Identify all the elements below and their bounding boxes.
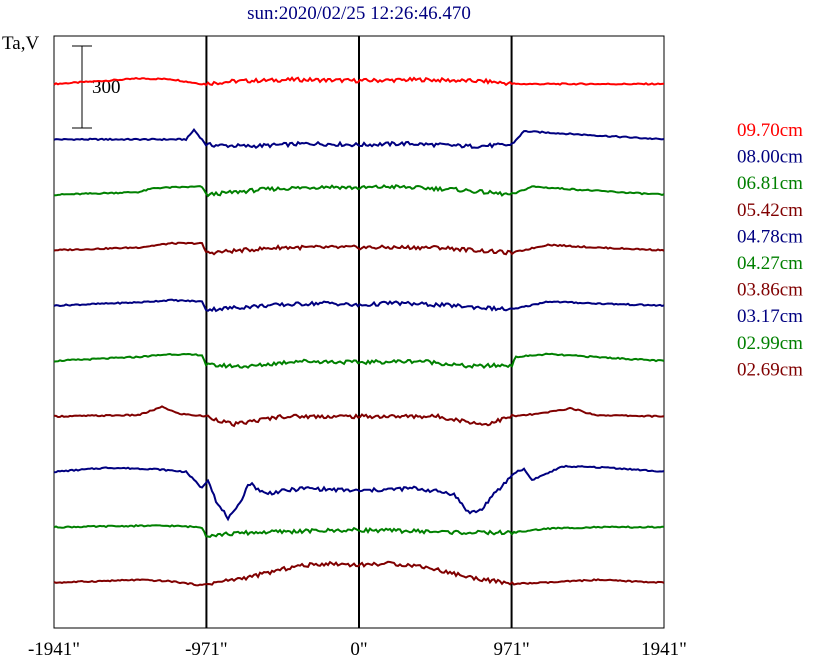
vertical-reference-lines [205, 36, 513, 628]
legend-item: 05.42cm [737, 200, 803, 221]
series-line-03-86cm [53, 405, 665, 428]
series-line-04-78cm [53, 298, 665, 313]
x-tick-label: 1941" [641, 639, 687, 660]
legend-item: 02.99cm [737, 333, 803, 354]
series-line-06-81cm [53, 184, 665, 198]
legend-item: 04.27cm [737, 253, 803, 274]
legend-item: 03.86cm [737, 280, 803, 301]
series-line-09-70cm [53, 76, 665, 87]
x-tick-label: -971" [185, 639, 228, 660]
series-line-05-42cm [53, 241, 665, 256]
x-tick-label: -1941" [28, 639, 80, 660]
y-axis-label: Ta,V [2, 33, 39, 54]
x-tick-label: 971" [493, 639, 529, 660]
legend-item: 06.81cm [737, 173, 803, 194]
legend-item: 03.17cm [737, 306, 803, 327]
x-tick-label: 0" [350, 639, 367, 660]
series-line-03-17cm [53, 464, 665, 522]
legend-item: 09.70cm [737, 120, 803, 141]
x-tick-labels: -1941" -971" 0" 971" 1941" [28, 639, 687, 660]
series-lines [53, 76, 665, 587]
series-line-02-99cm [53, 524, 665, 538]
legend-item: 08.00cm [737, 147, 803, 168]
series-line-02-69cm [53, 560, 665, 587]
scale-bar-label: 300 [92, 77, 121, 98]
scale-bar: 300 [72, 45, 121, 129]
chart-title: sun:2020/02/25 12:26:46.470 [247, 3, 471, 24]
legend: 09.70cm 08.00cm 06.81cm 05.42cm 04.78cm 04.27… [737, 120, 803, 380]
series-line-04-27cm [53, 352, 665, 370]
legend-item: 04.78cm [737, 226, 803, 247]
legend-item: 02.69cm [737, 359, 803, 380]
series-line-08-00cm [53, 128, 665, 149]
